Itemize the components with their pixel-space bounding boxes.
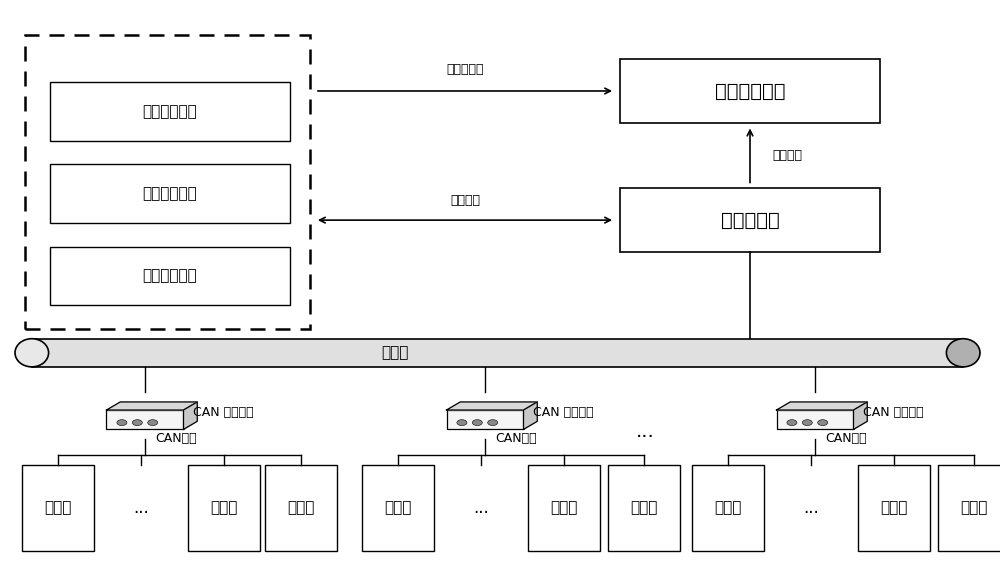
Circle shape — [488, 420, 498, 426]
Bar — [265, 465, 337, 551]
Bar — [608, 465, 680, 551]
Bar — [692, 465, 764, 551]
Text: CAN 协议网关: CAN 协议网关 — [193, 406, 254, 419]
Polygon shape — [524, 402, 537, 430]
Text: ...: ... — [133, 499, 149, 517]
Bar — [446, 410, 524, 430]
Text: CAN 协议网关: CAN 协议网关 — [533, 406, 594, 419]
Bar — [620, 188, 880, 252]
Text: ...: ... — [473, 499, 489, 517]
Text: CAN总线: CAN总线 — [155, 432, 197, 445]
Text: 充电机: 充电机 — [630, 501, 658, 515]
Text: CAN 协议网关: CAN 协议网关 — [863, 406, 924, 419]
Text: 非实时数据: 非实时数据 — [446, 63, 484, 76]
Text: CAN总线: CAN总线 — [825, 432, 867, 445]
Text: 充电机: 充电机 — [287, 501, 315, 515]
Text: 通讯服务器: 通讯服务器 — [721, 211, 779, 230]
Bar — [776, 410, 854, 430]
Text: 充电机: 充电机 — [44, 501, 72, 515]
Text: 数据库服务器: 数据库服务器 — [715, 82, 785, 100]
Bar — [22, 465, 94, 551]
Circle shape — [802, 420, 812, 426]
Text: CAN总线: CAN总线 — [495, 432, 537, 445]
Text: 充电机: 充电机 — [384, 501, 412, 515]
Text: 实时数据: 实时数据 — [772, 149, 802, 162]
Circle shape — [818, 420, 828, 426]
Circle shape — [472, 420, 482, 426]
Text: 充电机: 充电机 — [880, 501, 908, 515]
Text: 充电机: 充电机 — [960, 501, 988, 515]
Circle shape — [148, 420, 158, 426]
Bar — [938, 465, 1000, 551]
Bar — [620, 59, 880, 123]
Ellipse shape — [946, 339, 980, 367]
Bar — [50, 164, 290, 223]
Bar — [50, 82, 290, 141]
Circle shape — [132, 420, 142, 426]
Bar — [50, 247, 290, 305]
Polygon shape — [446, 402, 537, 410]
Text: 客户端工作站: 客户端工作站 — [143, 104, 197, 119]
Polygon shape — [106, 402, 197, 410]
Text: 充电机: 充电机 — [210, 501, 238, 515]
Text: 客户端工作站: 客户端工作站 — [143, 186, 197, 201]
Polygon shape — [853, 402, 867, 430]
Text: ...: ... — [636, 422, 654, 441]
Circle shape — [117, 420, 127, 426]
Bar — [188, 465, 260, 551]
Polygon shape — [184, 402, 197, 430]
Bar — [362, 465, 434, 551]
Polygon shape — [776, 402, 867, 410]
Bar — [858, 465, 930, 551]
Circle shape — [787, 420, 797, 426]
Circle shape — [457, 420, 467, 426]
Text: 实时数据: 实时数据 — [450, 194, 480, 207]
Text: ...: ... — [803, 499, 819, 517]
Text: 充电机: 充电机 — [550, 501, 578, 515]
Bar — [32, 339, 963, 367]
Text: 以太网: 以太网 — [382, 345, 409, 360]
Ellipse shape — [15, 339, 49, 367]
Bar — [106, 410, 184, 430]
Text: 充电机: 充电机 — [714, 501, 742, 515]
Bar — [25, 35, 310, 329]
Bar — [528, 465, 600, 551]
Text: 客户端工作站: 客户端工作站 — [143, 268, 197, 284]
